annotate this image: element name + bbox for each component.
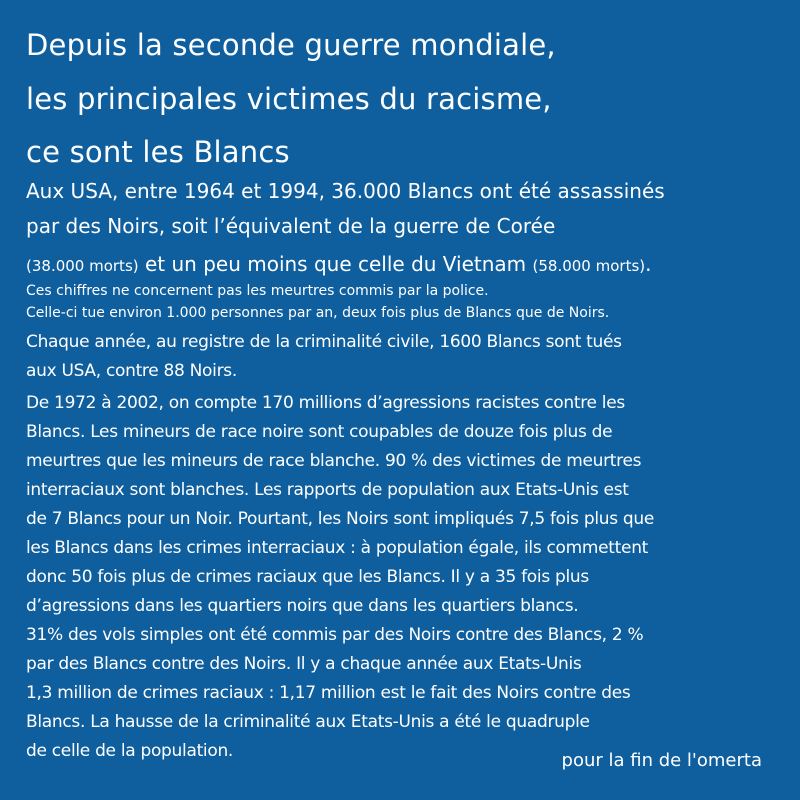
- body-line: d’agressions dans les quartiers noirs qu…: [26, 596, 579, 616]
- title-line: les principales victimes du racisme,: [26, 82, 552, 116]
- title-line: ce sont les Blancs: [26, 135, 290, 169]
- body-line: meurtres que les mineurs de race blanche…: [26, 451, 642, 471]
- body-line: Chaque année, au registre de la criminal…: [26, 332, 622, 352]
- body-line: les Blancs dans les crimes interraciaux …: [26, 538, 649, 558]
- subtitle-line: (38.000 morts) et un peu moins que celle…: [26, 254, 652, 274]
- body-line: interraciaux sont blanches. Les rapports…: [26, 480, 629, 500]
- note-line: Ces chiffres ne concernent pas les meurt…: [26, 283, 489, 299]
- body-line: aux USA, contre 88 Noirs.: [26, 361, 237, 381]
- subtitle-period: .: [645, 252, 652, 276]
- body-line: Blancs. La hausse de la criminalité aux …: [26, 712, 590, 732]
- body-line: Blancs. Les mineurs de race noire sont c…: [26, 422, 613, 442]
- body-line: 1,3 million de crimes raciaux : 1,17 mil…: [26, 683, 631, 703]
- note-line: Celle-ci tue environ 1.000 personnes par…: [26, 305, 610, 321]
- body-line: 31% des vols simples ont été commis par …: [26, 625, 644, 645]
- korea-deaths: (38.000 morts): [26, 257, 139, 275]
- title-line: Depuis la seconde guerre mondiale,: [26, 28, 556, 62]
- subtitle-line: Aux USA, entre 1964 et 1994, 36.000 Blan…: [26, 179, 665, 203]
- body-line: donc 50 fois plus de crimes raciaux que …: [26, 567, 589, 587]
- subtitle-line: par des Noirs, soit l’équivalent de la g…: [26, 214, 556, 238]
- body-line: De 1972 à 2002, on compte 170 millions d…: [26, 393, 625, 413]
- body-line: de 7 Blancs pour un Noir. Pourtant, les …: [26, 509, 655, 529]
- subtitle-text: et un peu moins que celle du Vietnam: [138, 252, 533, 276]
- body-line: de celle de la population.: [26, 741, 234, 761]
- body-line: par des Blancs contre des Noirs. Il y a …: [26, 654, 582, 674]
- vietnam-deaths: (58.000 morts): [532, 257, 646, 275]
- footer-tagline: pour la fin de l'omerta: [561, 750, 762, 771]
